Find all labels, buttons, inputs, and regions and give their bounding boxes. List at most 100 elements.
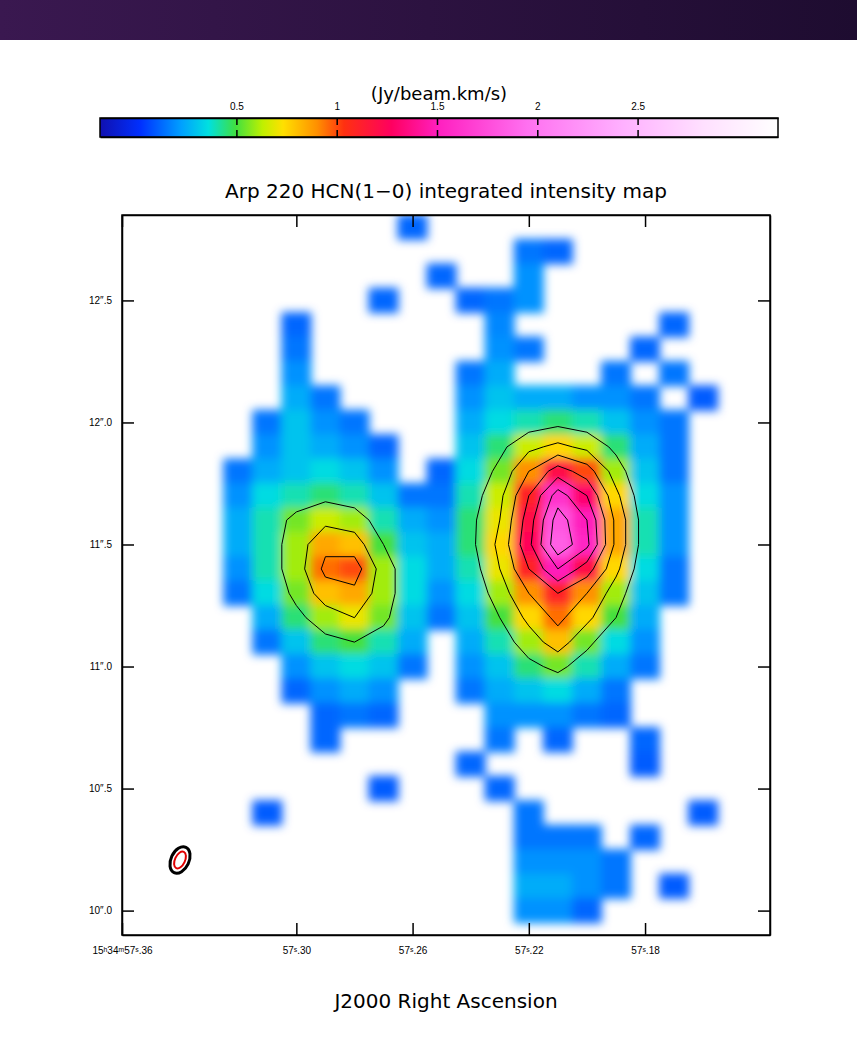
x-axis-title: J2000 Right Ascension bbox=[332, 989, 557, 1013]
map-cell bbox=[514, 654, 544, 679]
x-axis-top-tick bbox=[645, 215, 646, 227]
map-cell bbox=[252, 507, 282, 532]
map-cell bbox=[252, 581, 282, 606]
colorbar-axis-tick-label: 0.5 bbox=[230, 101, 244, 112]
map-cell bbox=[339, 703, 369, 728]
map-cell bbox=[630, 410, 660, 435]
map-cell bbox=[630, 751, 660, 776]
map-cell bbox=[456, 751, 486, 776]
colorbar-axis-tick: 1 bbox=[334, 101, 340, 125]
chart-root: 0.511.522.5(Jy/beam.km/s)Arp 220 HCN(1−0… bbox=[0, 0, 857, 1041]
colorbar-axis-tick-label: 1 bbox=[334, 101, 340, 112]
map-cell bbox=[339, 434, 369, 459]
map-cell bbox=[281, 605, 311, 630]
map-cell bbox=[252, 459, 282, 484]
map-cell bbox=[281, 483, 311, 508]
map-cell bbox=[659, 873, 689, 898]
map-cell bbox=[630, 654, 660, 679]
map-cell bbox=[252, 434, 282, 459]
plot-area bbox=[223, 215, 718, 923]
map-cell bbox=[456, 581, 486, 606]
colorbar-axis-bottom-tick bbox=[337, 130, 338, 137]
x-axis-tick: 57ˢ.26 bbox=[399, 923, 428, 956]
map-cell bbox=[572, 385, 602, 410]
map-cell bbox=[368, 288, 398, 313]
y-axis-tick-mark bbox=[122, 544, 134, 546]
map-cell bbox=[339, 556, 369, 581]
map-cell bbox=[485, 385, 515, 410]
colorbar-axis-tick: 0.5 bbox=[230, 101, 244, 125]
map-cell bbox=[601, 703, 631, 728]
y-axis-right-tick bbox=[758, 911, 770, 912]
map-cell bbox=[456, 410, 486, 435]
map-cell bbox=[223, 459, 253, 484]
colorbar-axis-tick: 2.5 bbox=[631, 101, 645, 125]
map-cell bbox=[252, 410, 282, 435]
map-cell bbox=[514, 532, 544, 557]
map-cell bbox=[601, 629, 631, 654]
map-cell bbox=[456, 361, 486, 386]
map-cell bbox=[485, 629, 515, 654]
map-cell bbox=[310, 410, 340, 435]
map-cell bbox=[456, 678, 486, 703]
map-cell bbox=[339, 654, 369, 679]
contour-line bbox=[541, 490, 589, 569]
map-cell bbox=[310, 434, 340, 459]
x-axis-tick-label: 15ʰ34ᵐ57ˢ.36 bbox=[92, 945, 153, 956]
y-axis-right-line bbox=[770, 216, 772, 936]
colorbar-axis-bottom-tick bbox=[437, 130, 438, 137]
y-axis-line bbox=[122, 216, 124, 936]
slide-band bbox=[0, 0, 857, 40]
x-axis-tick-label: 57ˢ.18 bbox=[631, 945, 660, 956]
map-cell bbox=[514, 263, 544, 288]
map-cell bbox=[252, 629, 282, 654]
map-cell bbox=[310, 581, 340, 606]
map-cell bbox=[572, 678, 602, 703]
map-cell bbox=[514, 898, 544, 923]
map-cell bbox=[368, 605, 398, 630]
map-cell bbox=[543, 727, 573, 752]
map-cell bbox=[427, 459, 457, 484]
y-axis-tick-label: 10″.0 bbox=[89, 905, 112, 916]
x-axis-top-tick-mark bbox=[645, 215, 647, 227]
colorbar-axis-bottom-tick-mark bbox=[537, 130, 539, 137]
map-cell bbox=[456, 385, 486, 410]
map-cell bbox=[543, 849, 573, 874]
map-cell bbox=[659, 410, 689, 435]
map-cell bbox=[572, 703, 602, 728]
map-cell bbox=[368, 507, 398, 532]
map-cell bbox=[514, 434, 544, 459]
map-cell bbox=[339, 507, 369, 532]
y-axis-right-tick bbox=[758, 789, 770, 790]
map-cell bbox=[630, 507, 660, 532]
map-cell bbox=[601, 410, 631, 435]
map-cell bbox=[368, 629, 398, 654]
map-cell bbox=[368, 703, 398, 728]
map-cell bbox=[485, 678, 515, 703]
map-cell bbox=[398, 507, 428, 532]
map-cell bbox=[310, 507, 340, 532]
y-axis-right-tick-mark bbox=[758, 788, 770, 790]
colorbar-axis-line bbox=[101, 118, 779, 120]
map-cell bbox=[485, 410, 515, 435]
x-axis-tick-mark bbox=[412, 923, 414, 935]
map-cell bbox=[281, 410, 311, 435]
map-cell bbox=[601, 678, 631, 703]
map-cell bbox=[514, 288, 544, 313]
y-axis-tick-label: 11″.0 bbox=[90, 661, 113, 672]
map-cell bbox=[281, 507, 311, 532]
x-axis-tick: 57ˢ.18 bbox=[631, 923, 660, 956]
map-cell bbox=[485, 337, 515, 362]
y-axis-right-tick-mark bbox=[758, 300, 770, 302]
map-cell bbox=[543, 483, 573, 508]
map-cell bbox=[543, 385, 573, 410]
map-cell bbox=[688, 800, 718, 825]
map-cell bbox=[427, 532, 457, 557]
colorbar-axis-bottom-tick-mark bbox=[637, 130, 639, 137]
map-cell bbox=[427, 507, 457, 532]
map-cell bbox=[630, 629, 660, 654]
y-axis-tick-label: 12″.0 bbox=[89, 417, 112, 428]
map-cell bbox=[514, 849, 544, 874]
map-cell bbox=[281, 629, 311, 654]
map-cell bbox=[252, 605, 282, 630]
